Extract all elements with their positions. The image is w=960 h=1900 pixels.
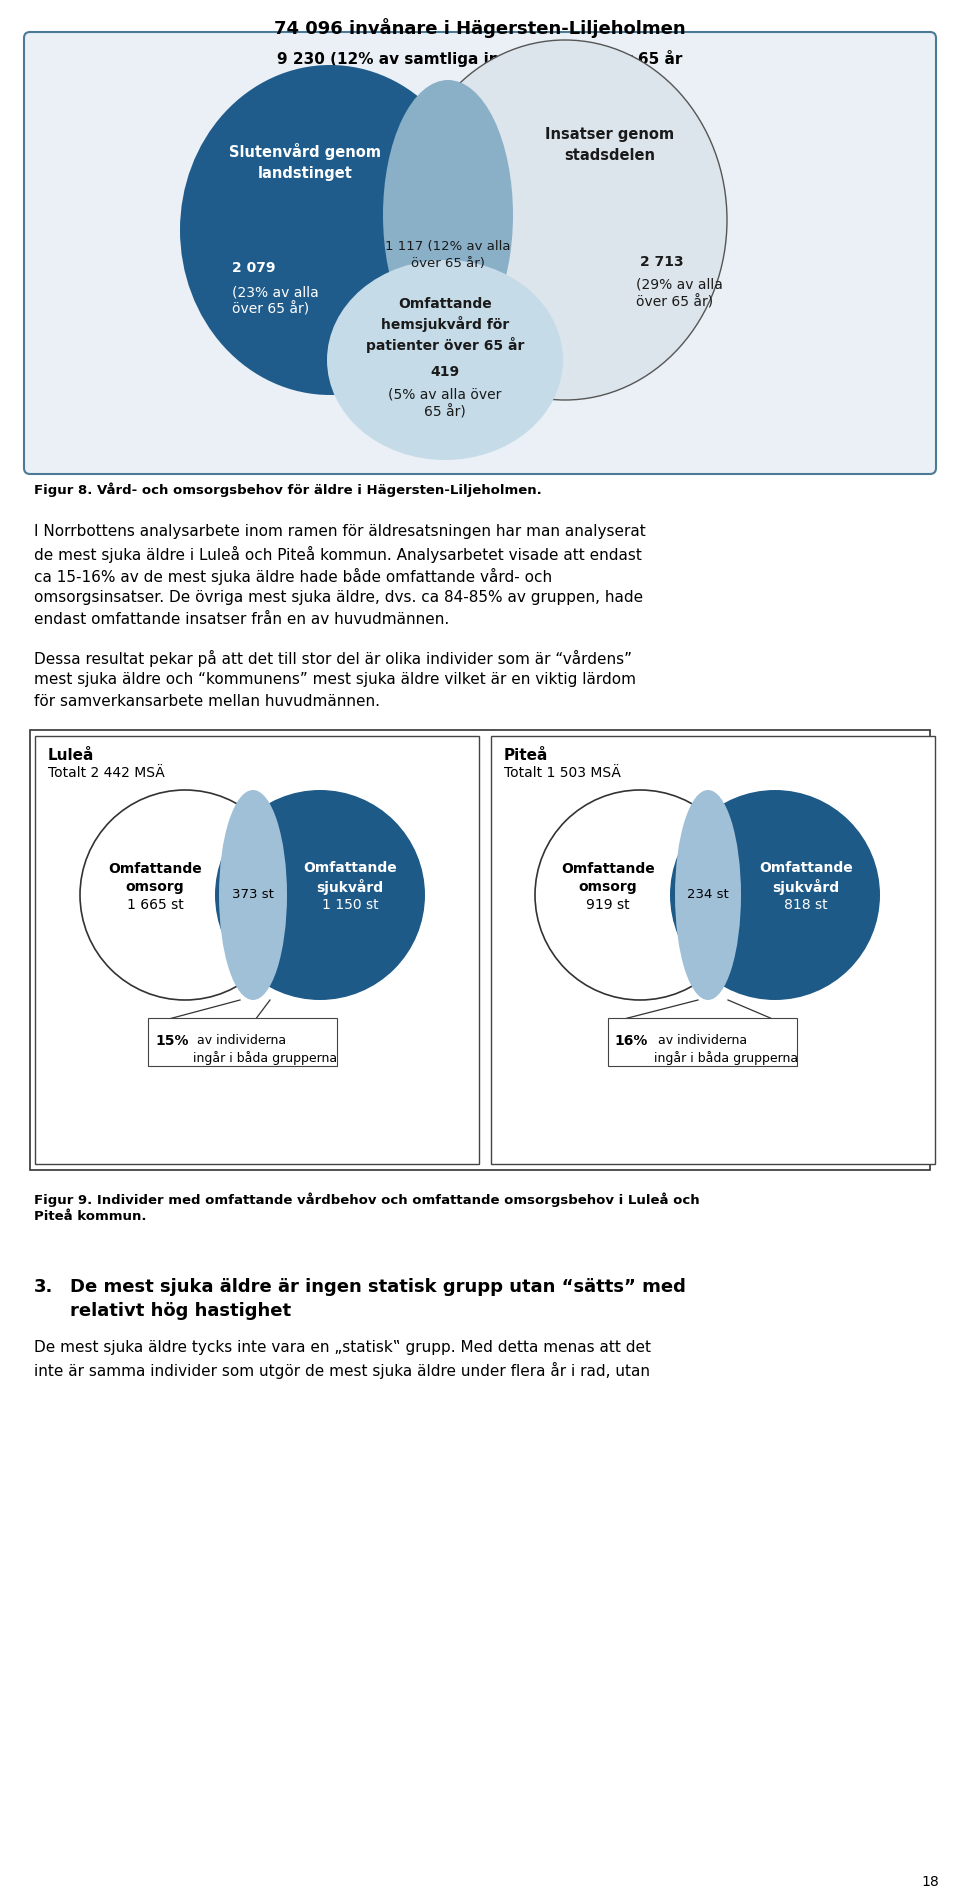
Text: Omfattande
sjukvård: Omfattande sjukvård <box>759 861 852 895</box>
Text: Figur 8. Vård- och omsorgsbehov för äldre i Hägersten-Liljeholmen.: Figur 8. Vård- och omsorgsbehov för äldr… <box>34 483 541 496</box>
Ellipse shape <box>327 260 563 460</box>
Text: 18: 18 <box>922 1875 939 1889</box>
Text: de mest sjuka äldre i Luleå och Piteå kommun. Analysarbetet visade att endast: de mest sjuka äldre i Luleå och Piteå ko… <box>34 545 642 562</box>
Ellipse shape <box>219 790 287 999</box>
Text: för samverkansarbete mellan huvudmännen.: för samverkansarbete mellan huvudmännen. <box>34 694 380 709</box>
Text: 419: 419 <box>430 365 460 378</box>
Text: Totalt 1 503 MSÄ: Totalt 1 503 MSÄ <box>504 766 621 781</box>
Ellipse shape <box>403 40 727 401</box>
Text: 9 230 (12% av samtliga invånare) är över 65 år: 9 230 (12% av samtliga invånare) är över… <box>277 49 683 66</box>
Text: 373 st: 373 st <box>232 889 274 901</box>
Text: Piteå: Piteå <box>504 749 548 764</box>
Text: 15%: 15% <box>155 1034 188 1049</box>
Ellipse shape <box>180 65 480 395</box>
Text: av individerna
ingår i båda grupperna: av individerna ingår i båda grupperna <box>193 1034 337 1064</box>
FancyBboxPatch shape <box>608 1018 797 1066</box>
Text: omsorgsinsatser. De övriga mest sjuka äldre, dvs. ca 84-85% av gruppen, hade: omsorgsinsatser. De övriga mest sjuka äl… <box>34 591 643 604</box>
Text: inte är samma individer som utgör de mest sjuka äldre under flera år i rad, utan: inte är samma individer som utgör de mes… <box>34 1362 650 1379</box>
Text: Omfattande
omsorg: Omfattande omsorg <box>108 863 202 893</box>
Text: Piteå kommun.: Piteå kommun. <box>34 1210 147 1224</box>
Text: Figur 9. Individer med omfattande vårdbehov och omfattande omsorgsbehov i Luleå : Figur 9. Individer med omfattande vårdbe… <box>34 1191 700 1206</box>
FancyBboxPatch shape <box>24 32 936 473</box>
Ellipse shape <box>535 790 745 999</box>
Text: 1 150 st: 1 150 st <box>322 899 378 912</box>
Text: 818 st: 818 st <box>784 899 828 912</box>
Text: 919 st: 919 st <box>587 899 630 912</box>
Text: Omfattande
hemsjukvård för
patienter över 65 år: Omfattande hemsjukvård för patienter öve… <box>366 296 524 353</box>
Text: (23% av alla
över 65 år): (23% av alla över 65 år) <box>232 285 319 317</box>
Text: (5% av alla över
65 år): (5% av alla över 65 år) <box>388 388 502 420</box>
Ellipse shape <box>80 790 290 999</box>
Text: ca 15-16% av de mest sjuka äldre hade både omfattande vård- och: ca 15-16% av de mest sjuka äldre hade bå… <box>34 568 552 585</box>
Text: Omfattande
omsorg: Omfattande omsorg <box>562 863 655 893</box>
Text: De mest sjuka äldre är ingen statisk grupp utan “sätts” med: De mest sjuka äldre är ingen statisk gru… <box>70 1279 685 1296</box>
Ellipse shape <box>670 790 880 999</box>
Text: endast omfattande insatser från en av huvudmännen.: endast omfattande insatser från en av hu… <box>34 612 449 627</box>
Text: relativt hög hastighet: relativt hög hastighet <box>70 1302 291 1320</box>
FancyBboxPatch shape <box>30 730 930 1170</box>
Text: Dessa resultat pekar på att det till stor del är olika individer som är “vårdens: Dessa resultat pekar på att det till sto… <box>34 650 632 667</box>
Text: 234 st: 234 st <box>687 889 729 901</box>
Text: 3.: 3. <box>34 1279 54 1296</box>
Text: av individerna
ingår i båda grupperna: av individerna ingår i båda grupperna <box>654 1034 798 1064</box>
Text: Totalt 2 442 MSÄ: Totalt 2 442 MSÄ <box>48 766 165 781</box>
Text: Omfattande
sjukvård: Omfattande sjukvård <box>303 861 396 895</box>
Text: 2 079: 2 079 <box>232 260 276 276</box>
Text: I Norrbottens analysarbete inom ramen för äldresatsningen har man analyserat: I Norrbottens analysarbete inom ramen fö… <box>34 524 646 540</box>
Text: 1 117 (12% av alla
över 65 år): 1 117 (12% av alla över 65 år) <box>385 239 511 270</box>
Text: (29% av alla
över 65 år): (29% av alla över 65 år) <box>636 277 723 310</box>
Text: 74 096 invånare i Hägersten-Liljeholmen: 74 096 invånare i Hägersten-Liljeholmen <box>275 17 685 38</box>
Text: Insatser genom
stadsdelen: Insatser genom stadsdelen <box>545 127 675 163</box>
FancyBboxPatch shape <box>35 735 479 1165</box>
Text: 1 665 st: 1 665 st <box>127 899 183 912</box>
Text: Slutenvård genom
landstinget: Slutenvård genom landstinget <box>229 142 381 180</box>
Text: mest sjuka äldre och “kommunens” mest sjuka äldre vilket är en viktig lärdom: mest sjuka äldre och “kommunens” mest sj… <box>34 673 636 688</box>
Ellipse shape <box>215 790 425 999</box>
FancyBboxPatch shape <box>491 735 935 1165</box>
FancyBboxPatch shape <box>148 1018 337 1066</box>
Text: 16%: 16% <box>614 1034 647 1049</box>
Ellipse shape <box>383 80 513 350</box>
Text: Luleå: Luleå <box>48 749 94 764</box>
Ellipse shape <box>675 790 741 999</box>
Text: De mest sjuka äldre tycks inte vara en „statisk‟ grupp. Med detta menas att det: De mest sjuka äldre tycks inte vara en „… <box>34 1340 651 1355</box>
Text: 2 713: 2 713 <box>640 255 684 270</box>
